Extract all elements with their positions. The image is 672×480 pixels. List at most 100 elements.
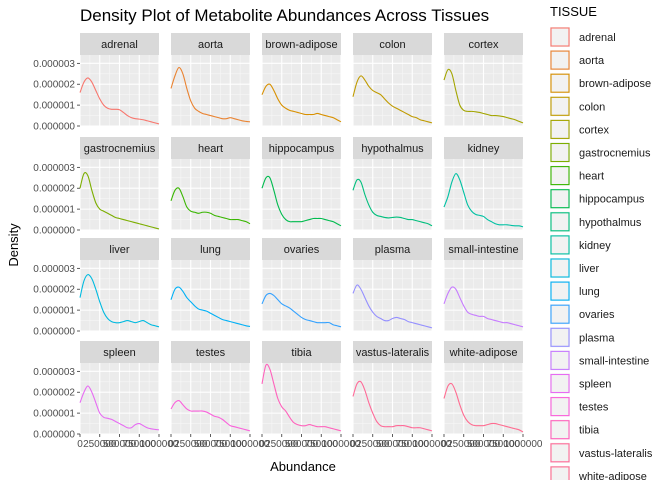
density-line	[352, 380, 433, 432]
legend-label: liver	[579, 263, 600, 275]
facet-panel: adrenal 0.000000 0.000001 0.000002 0.000003	[33, 33, 160, 133]
facet-strip	[80, 137, 159, 159]
legend-key	[550, 96, 570, 116]
legend-label: heart	[579, 171, 604, 183]
facet-strip	[171, 341, 250, 363]
facet-panel: aorta	[170, 33, 251, 127]
x-tick-label: 750000	[396, 439, 430, 450]
facet-strip-label: kidney	[468, 143, 500, 155]
legend-item: hypothalmus	[550, 211, 642, 232]
facet-strip	[353, 341, 432, 363]
facet-strip	[80, 33, 159, 55]
density-line	[261, 292, 342, 328]
y-tick-label: 0.000003	[33, 367, 75, 378]
density-line	[170, 399, 251, 432]
x-tick-label: 750000	[487, 439, 521, 450]
facet-strip	[171, 33, 250, 55]
facet-strip-label: spleen	[103, 347, 135, 359]
facet-panel: ovaries	[261, 238, 342, 332]
legend-item: small-intestine	[550, 350, 649, 371]
y-tick-label: 0.000002	[33, 285, 75, 296]
facet-strip	[444, 238, 523, 260]
legend-item: spleen	[550, 373, 611, 394]
y-tick-label: 0.000000	[33, 122, 75, 133]
facet-strip	[262, 33, 341, 55]
legend-key	[550, 189, 570, 209]
legend-key	[550, 466, 570, 480]
density-line	[79, 385, 160, 431]
facet-panel: kidney	[443, 137, 524, 231]
legend-label: testes	[579, 402, 609, 414]
density-line	[79, 274, 160, 328]
y-tick-label: 0.000000	[33, 327, 75, 338]
legend-label: adrenal	[579, 32, 616, 44]
facet-panel: gastrocnemius 0.000000 0.000001 0.000002 0.0…	[33, 137, 160, 237]
density-line	[170, 187, 251, 225]
legend-label: colon	[579, 101, 605, 113]
legend-title: TISSUE	[550, 4, 597, 19]
legend-key	[550, 27, 570, 47]
x-tick-label: 500000	[467, 439, 501, 450]
x-tick-label: 0	[77, 439, 83, 450]
density-line	[352, 75, 433, 124]
density-line	[261, 175, 342, 227]
legend-item: ovaries	[550, 304, 615, 325]
legend-item: aorta	[550, 50, 605, 71]
x-tick-label: 0	[168, 439, 174, 450]
facet-strip	[262, 137, 341, 159]
x-tick-label: 0	[441, 439, 447, 450]
legend-key	[550, 397, 570, 417]
facet-strip	[353, 137, 432, 159]
x-tick-label: 1000000	[140, 439, 179, 450]
legend-item: hippocampus	[550, 188, 645, 209]
legend-label: kidney	[579, 240, 611, 252]
facet-strip-label: tibia	[291, 347, 312, 359]
facet-panel: plasma	[352, 238, 433, 332]
y-tick-label: 0.000002	[33, 184, 75, 195]
density-line	[79, 172, 160, 230]
facet-strip-label: lung	[200, 244, 221, 256]
facet-strip-label: hippocampus	[269, 143, 335, 155]
facet-strip-label: liver	[109, 244, 130, 256]
facet-panel: colon	[352, 33, 433, 127]
legend-item: adrenal	[550, 27, 616, 47]
density-line	[170, 66, 251, 123]
facet-strip	[353, 238, 432, 260]
y-tick-label: 0.000001	[33, 306, 75, 317]
x-tick-label: 250000	[356, 439, 390, 450]
density-line	[79, 77, 160, 125]
density-line	[261, 83, 342, 123]
facet-panel: liver 0.000000 0.000001 0.000002 0.000003	[33, 238, 160, 338]
x-tick-label: 250000	[174, 439, 208, 450]
facet-panel: hippocampus	[261, 137, 342, 231]
facet-panel: lung	[170, 238, 251, 332]
facet-strip-label: testes	[196, 347, 226, 359]
facet-strip	[262, 238, 341, 260]
facet-strip-label: heart	[198, 143, 223, 155]
legend-label: white-adipose	[578, 471, 647, 480]
legend-key	[550, 50, 570, 70]
density-line	[170, 286, 251, 327]
facet-strip	[444, 137, 523, 159]
y-tick-label: 0.000003	[33, 264, 75, 275]
legend-key	[550, 304, 570, 324]
x-tick-label: 0	[350, 439, 356, 450]
legend-item: cortex	[550, 119, 609, 140]
y-tick-label: 0.000003	[33, 59, 75, 70]
facet-strip-label: small-intestine	[448, 244, 518, 256]
legend-key	[550, 281, 570, 301]
facet-strip	[444, 341, 523, 363]
x-tick-label: 750000	[123, 439, 157, 450]
y-tick-label: 0.000000	[33, 226, 75, 237]
legend-key	[550, 420, 570, 440]
legend-item: brown-adipose	[550, 73, 651, 94]
legend-key	[550, 235, 570, 255]
facet-panel: hypothalmus	[352, 137, 433, 231]
legend-item: tibia	[550, 419, 600, 440]
x-tick-label: 0	[259, 439, 265, 450]
x-tick-label: 1000000	[504, 439, 543, 450]
legend-key	[550, 142, 570, 163]
